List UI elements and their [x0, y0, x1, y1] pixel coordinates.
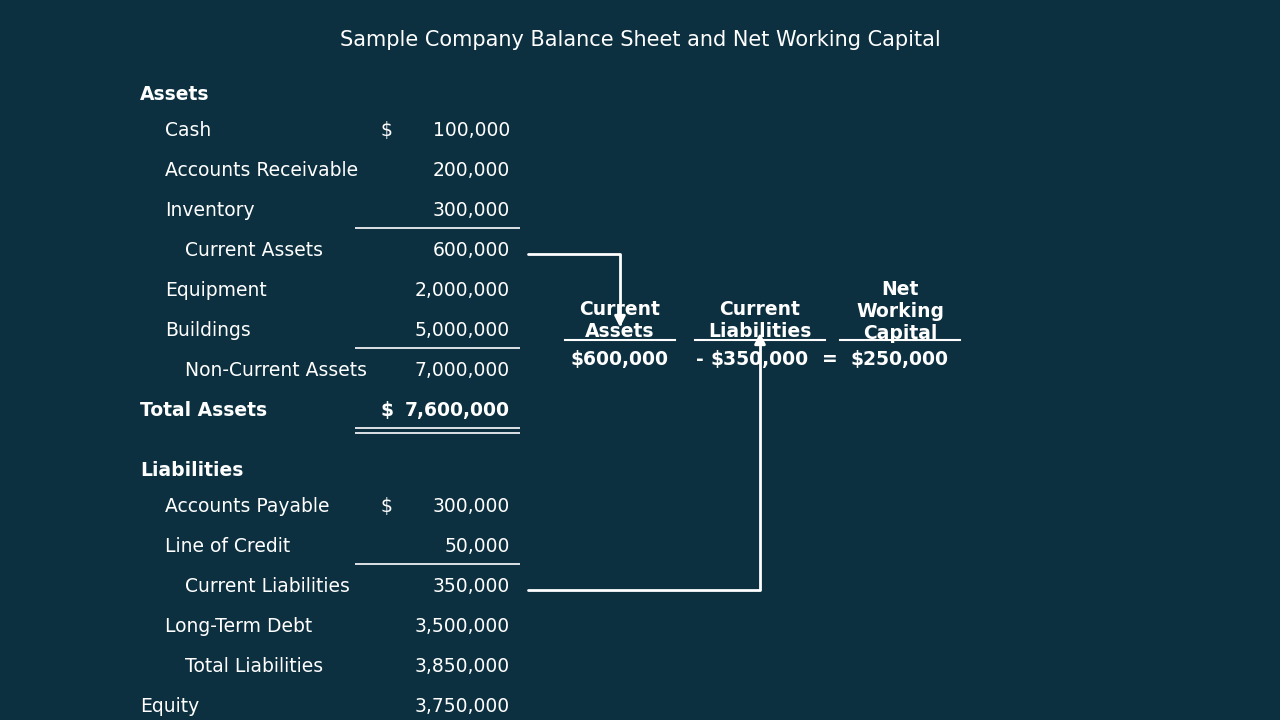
Text: Net
Working
Capital: Net Working Capital: [856, 280, 945, 343]
Text: 7,000,000: 7,000,000: [415, 361, 509, 380]
Text: Current
Liabilities: Current Liabilities: [708, 300, 812, 341]
Text: 3,750,000: 3,750,000: [415, 697, 509, 716]
Text: 3,850,000: 3,850,000: [415, 657, 509, 676]
Text: 5,000,000: 5,000,000: [415, 321, 509, 340]
Text: Non-Current Assets: Non-Current Assets: [186, 361, 367, 380]
Text: 350,000: 350,000: [433, 577, 509, 596]
Text: $250,000: $250,000: [851, 350, 948, 369]
Text: Total Liabilities: Total Liabilities: [186, 657, 323, 676]
Text: Cash: Cash: [165, 121, 211, 140]
Text: 50,000: 50,000: [444, 537, 509, 556]
Text: 300,000: 300,000: [433, 497, 509, 516]
Text: 2,000,000: 2,000,000: [415, 281, 509, 300]
Text: Current Assets: Current Assets: [186, 241, 323, 260]
Text: $: $: [380, 497, 392, 516]
Text: Assets: Assets: [140, 85, 210, 104]
Text: $600,000: $600,000: [571, 350, 669, 369]
Text: Long-Term Debt: Long-Term Debt: [165, 617, 312, 636]
Text: $: $: [380, 121, 392, 140]
Text: 100,000: 100,000: [433, 121, 509, 140]
Text: Current Liabilities: Current Liabilities: [186, 577, 349, 596]
Text: Buildings: Buildings: [165, 321, 251, 340]
Text: Total Assets: Total Assets: [140, 401, 268, 420]
Text: 7,600,000: 7,600,000: [404, 401, 509, 420]
Text: Inventory: Inventory: [165, 201, 255, 220]
Text: 600,000: 600,000: [433, 241, 509, 260]
Text: =: =: [822, 350, 838, 369]
Text: Equity: Equity: [140, 697, 200, 716]
Text: Equipment: Equipment: [165, 281, 266, 300]
Text: $: $: [380, 401, 393, 420]
Text: Current
Assets: Current Assets: [580, 300, 660, 341]
Text: Accounts Payable: Accounts Payable: [165, 497, 329, 516]
Text: Accounts Receivable: Accounts Receivable: [165, 161, 358, 180]
Text: Sample Company Balance Sheet and Net Working Capital: Sample Company Balance Sheet and Net Wor…: [339, 30, 941, 50]
Text: 300,000: 300,000: [433, 201, 509, 220]
Text: Liabilities: Liabilities: [140, 461, 243, 480]
Text: $350,000: $350,000: [710, 350, 809, 369]
Text: 3,500,000: 3,500,000: [415, 617, 509, 636]
Text: 200,000: 200,000: [433, 161, 509, 180]
Text: Line of Credit: Line of Credit: [165, 537, 291, 556]
Text: -: -: [696, 350, 704, 369]
